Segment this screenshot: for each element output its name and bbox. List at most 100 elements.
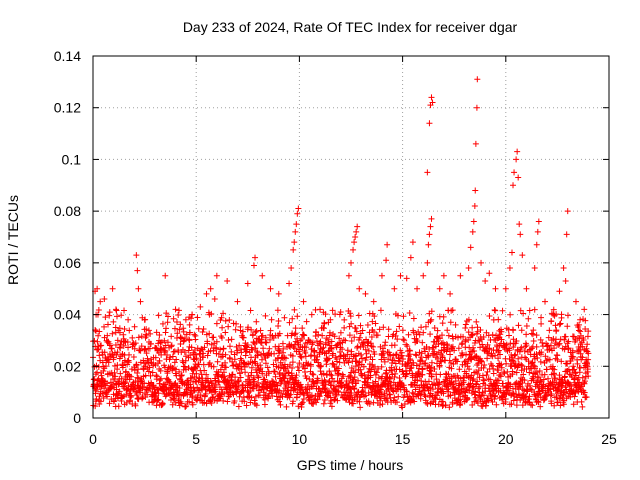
data-point [346, 355, 353, 362]
data-point [459, 340, 466, 347]
data-point [225, 323, 232, 330]
y-tick-label: 0.06 [54, 255, 81, 271]
data-point [232, 374, 239, 381]
data-point [241, 398, 248, 405]
data-point [146, 364, 153, 371]
data-point [326, 347, 333, 354]
data-point [213, 272, 220, 279]
data-point [583, 394, 590, 401]
data-point [519, 252, 526, 259]
data-point [355, 377, 362, 384]
data-point [396, 358, 403, 365]
data-point [453, 387, 460, 394]
data-point [118, 312, 125, 319]
data-point [484, 341, 491, 348]
data-point [183, 331, 190, 338]
data-point [250, 262, 257, 269]
data-point [498, 326, 505, 333]
data-point [350, 376, 357, 383]
data-point [523, 331, 530, 338]
data-point [472, 388, 479, 395]
data-point [350, 246, 357, 253]
data-point [415, 328, 422, 335]
data-point [447, 392, 454, 399]
data-point [378, 272, 385, 279]
data-point [286, 280, 293, 287]
data-point [471, 391, 478, 398]
data-point [348, 337, 355, 344]
data-point [188, 344, 195, 351]
data-point [146, 338, 153, 345]
data-point [275, 345, 282, 352]
data-point [224, 398, 231, 405]
data-point [563, 231, 570, 238]
data-point [377, 307, 384, 314]
data-point [288, 342, 295, 349]
data-point [101, 323, 108, 330]
x-tick-label: 5 [192, 431, 200, 447]
data-point [314, 342, 321, 349]
data-point [484, 355, 491, 362]
data-point [378, 363, 385, 370]
data-point [273, 379, 280, 386]
axes [92, 55, 610, 419]
data-point [192, 351, 199, 358]
data-point [319, 332, 326, 339]
data-point [328, 338, 335, 345]
data-point [360, 363, 367, 370]
data-point [447, 351, 454, 358]
data-point [173, 356, 180, 363]
data-point [282, 355, 289, 362]
data-point [243, 402, 250, 409]
data-point [257, 327, 264, 334]
data-point [237, 374, 244, 381]
data-point [199, 346, 206, 353]
data-point [248, 364, 255, 371]
data-point [299, 325, 306, 332]
data-point [564, 312, 571, 319]
data-point [495, 355, 502, 362]
data-point [166, 378, 173, 385]
data-point [191, 331, 198, 338]
data-point [457, 333, 464, 340]
data-point [467, 244, 474, 251]
data-point [222, 364, 229, 371]
data-point [556, 372, 563, 379]
data-point [108, 383, 115, 390]
data-point [125, 344, 132, 351]
data-point [509, 326, 516, 333]
data-point [517, 231, 524, 238]
data-point [329, 375, 336, 382]
data-point [225, 381, 232, 388]
data-point [407, 254, 414, 261]
data-point [394, 336, 401, 343]
data-point [181, 349, 188, 356]
data-point [420, 272, 427, 279]
data-point [217, 346, 224, 353]
data-point [259, 332, 266, 339]
data-point [100, 395, 107, 402]
data-point [442, 402, 449, 409]
data-point [120, 342, 127, 349]
data-point [570, 363, 577, 370]
data-point [121, 352, 128, 359]
data-point [351, 324, 358, 331]
data-point [538, 320, 545, 327]
data-point [506, 332, 513, 339]
data-point [289, 365, 296, 372]
data-point [182, 403, 189, 410]
data-point [391, 394, 398, 401]
data-point [155, 390, 162, 397]
data-point [109, 330, 116, 337]
data-point [326, 388, 333, 395]
data-point [579, 354, 586, 361]
data-point [328, 397, 335, 404]
data-point [548, 390, 555, 397]
data-point [309, 370, 316, 377]
data-point [259, 272, 266, 279]
data-point [486, 345, 493, 352]
data-point [115, 403, 122, 410]
data-point [169, 353, 176, 360]
data-point [338, 383, 345, 390]
data-point [527, 401, 534, 408]
